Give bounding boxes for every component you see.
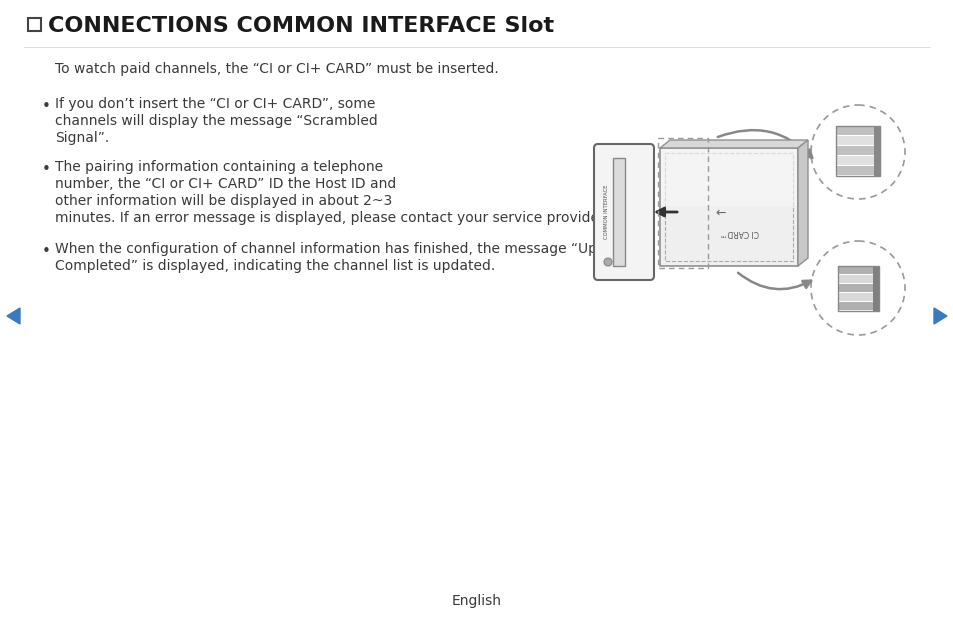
Circle shape	[810, 241, 904, 335]
Bar	[837, 293, 872, 301]
Text: channels will display the message “Scrambled: channels will display the message “Scram…	[55, 114, 377, 128]
Text: minutes. If an error message is displayed, please contact your service provider.: minutes. If an error message is displaye…	[55, 211, 607, 225]
Polygon shape	[797, 140, 807, 266]
Bar	[664, 153, 792, 261]
Bar	[837, 302, 872, 310]
Bar	[837, 284, 872, 292]
Bar	[613, 158, 624, 266]
Polygon shape	[933, 308, 946, 324]
Bar	[835, 166, 873, 175]
Text: English: English	[452, 594, 501, 608]
Text: •: •	[42, 244, 51, 259]
Bar	[873, 126, 879, 176]
Text: ←: ←	[715, 207, 725, 220]
Text: The pairing information containing a telephone: The pairing information containing a tel…	[55, 160, 383, 174]
Circle shape	[603, 258, 612, 266]
Text: When the configuration of channel information has finished, the message “Updatin: When the configuration of channel inform…	[55, 242, 640, 256]
Text: CONNECTIONS COMMON INTERFACE Slot: CONNECTIONS COMMON INTERFACE Slot	[48, 16, 554, 36]
Bar	[660, 149, 796, 206]
Text: CI CARD™: CI CARD™	[719, 228, 758, 238]
Bar	[659, 148, 797, 266]
Bar	[835, 126, 879, 176]
Bar	[837, 266, 872, 274]
Bar	[835, 146, 873, 155]
Text: •: •	[42, 162, 51, 177]
Text: To watch paid channels, the “CI or CI+ CARD” must be inserted.: To watch paid channels, the “CI or CI+ C…	[55, 62, 498, 76]
Bar	[837, 275, 872, 283]
Polygon shape	[659, 140, 807, 148]
Bar	[658, 138, 707, 268]
Text: Completed” is displayed, indicating the channel list is updated.: Completed” is displayed, indicating the …	[55, 259, 495, 273]
Bar	[835, 126, 873, 135]
Bar	[28, 18, 41, 31]
Circle shape	[810, 105, 904, 199]
Bar	[837, 266, 878, 311]
Text: Signal”.: Signal”.	[55, 131, 110, 145]
Bar	[835, 136, 873, 145]
Text: COMMON INTERFACE: COMMON INTERFACE	[604, 185, 609, 239]
Text: If you don’t insert the “CI or CI+ CARD”, some: If you don’t insert the “CI or CI+ CARD”…	[55, 97, 375, 111]
Bar	[872, 266, 878, 311]
Text: •: •	[42, 99, 51, 114]
Bar	[835, 156, 873, 165]
Text: number, the “CI or CI+ CARD” ID the Host ID and: number, the “CI or CI+ CARD” ID the Host…	[55, 177, 395, 191]
Text: other information will be displayed in about 2~3: other information will be displayed in a…	[55, 194, 392, 208]
Polygon shape	[7, 308, 20, 324]
FancyBboxPatch shape	[594, 144, 654, 280]
